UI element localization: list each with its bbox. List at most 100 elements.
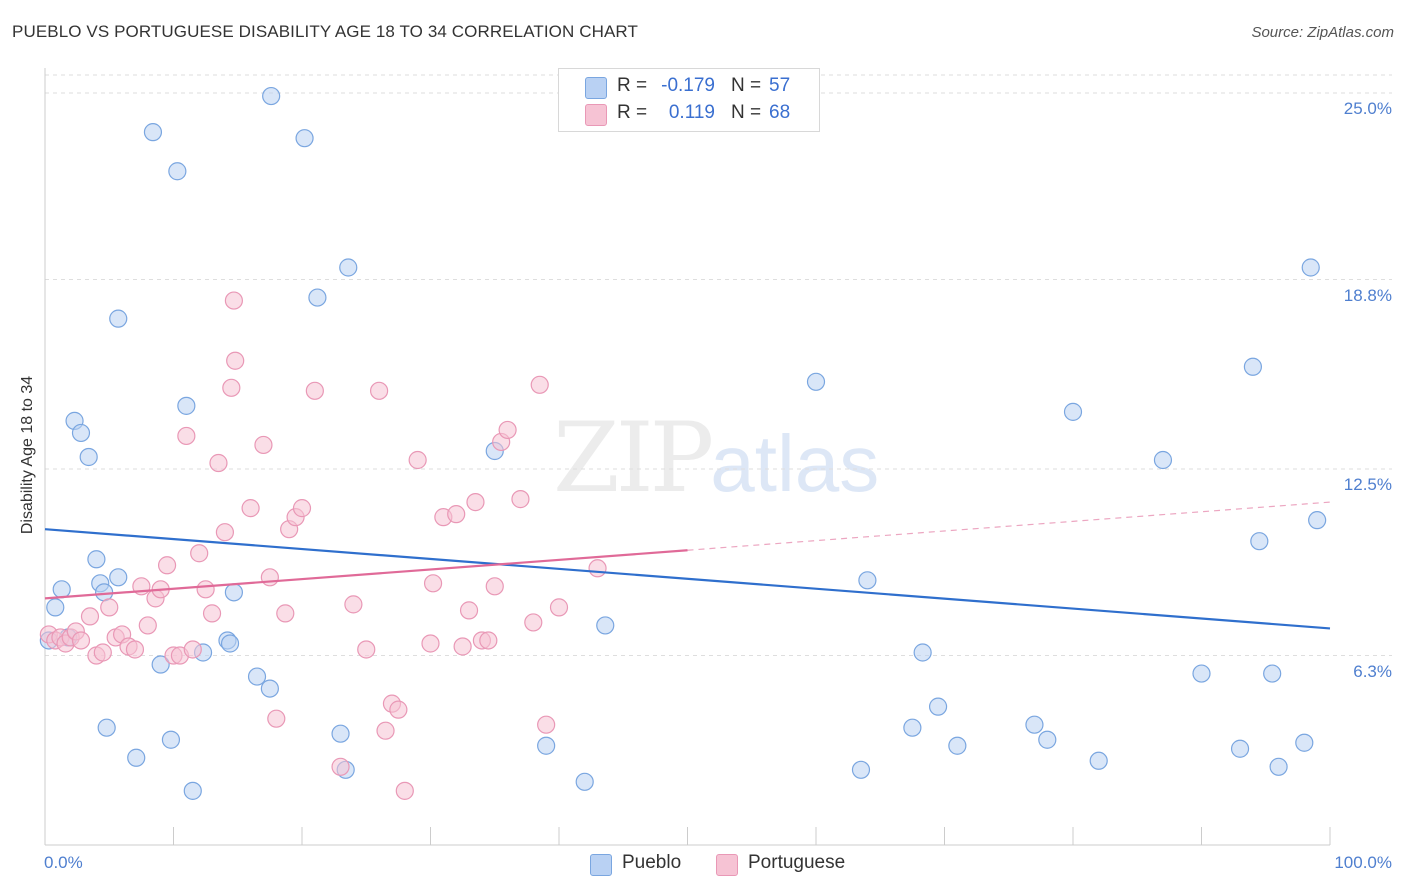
pueblo-point-52 xyxy=(1263,664,1282,683)
portuguese-point-49 xyxy=(408,450,427,470)
pueblo-point-39 xyxy=(903,718,922,737)
portuguese-point-22 xyxy=(177,426,196,446)
pueblo-point-36 xyxy=(806,372,826,391)
portuguese-point-66 xyxy=(549,598,569,617)
pueblo-point-18 xyxy=(177,396,196,415)
y-tick-label-3: 25.0% xyxy=(1343,99,1392,119)
portuguese-n-value: 68 xyxy=(769,102,791,123)
pueblo-point-51 xyxy=(1250,532,1269,551)
portuguese-point-33 xyxy=(254,435,273,455)
portuguese-point-16 xyxy=(138,616,157,635)
pueblo-trend-line xyxy=(44,528,1331,630)
portuguese-point-26 xyxy=(202,604,222,623)
portuguese-swatch xyxy=(585,104,607,126)
portuguese-point-31 xyxy=(226,351,245,370)
pueblo-point-13 xyxy=(127,748,146,767)
pueblo-n-label: N = xyxy=(731,75,762,96)
pueblo-point-56 xyxy=(1308,511,1327,530)
pueblo-point-28 xyxy=(308,288,327,307)
portuguese-r-value: 0.119 xyxy=(668,102,715,123)
bottom-portuguese-label: Portuguese xyxy=(748,852,846,873)
pueblo-point-9 xyxy=(95,583,114,602)
pueblo-point-23 xyxy=(224,583,243,602)
y-tick-label-1: 12.5% xyxy=(1343,475,1392,495)
portuguese-point-29 xyxy=(222,378,241,397)
pueblo-point-14 xyxy=(143,123,163,142)
portuguese-point-23 xyxy=(183,640,202,659)
pueblo-point-41 xyxy=(928,697,948,716)
portuguese-point-64 xyxy=(530,375,549,394)
portuguese-point-41 xyxy=(331,757,350,776)
pueblo-point-29 xyxy=(331,724,350,743)
portuguese-point-44 xyxy=(370,381,389,400)
pueblo-point-24 xyxy=(247,667,267,686)
pueblo-swatch xyxy=(585,77,607,99)
pueblo-point-37 xyxy=(851,760,871,779)
pueblo-n-value: 57 xyxy=(769,75,791,96)
bottom-pueblo-swatch xyxy=(590,854,612,876)
portuguese-point-48 xyxy=(395,781,414,800)
watermark-atlas: atlas xyxy=(710,419,880,508)
pueblo-point-19 xyxy=(183,781,202,800)
portuguese-point-28 xyxy=(215,523,234,542)
portuguese-point-14 xyxy=(125,640,145,659)
portuguese-trend-line xyxy=(44,549,688,600)
portuguese-point-19 xyxy=(157,556,177,575)
portuguese-point-34 xyxy=(260,568,279,587)
pueblo-point-40 xyxy=(913,643,932,662)
portuguese-point-40 xyxy=(305,381,324,400)
pueblo-point-6 xyxy=(79,447,98,467)
portuguese-point-42 xyxy=(344,595,363,614)
portuguese-point-61 xyxy=(498,420,517,440)
portuguese-point-54 xyxy=(453,637,472,656)
pueblo-point-7 xyxy=(87,550,106,569)
pueblo-point-17 xyxy=(168,162,187,181)
portuguese-point-25 xyxy=(196,580,215,599)
pueblo-point-5 xyxy=(71,423,91,443)
portuguese-point-6 xyxy=(71,631,91,650)
bottom-portuguese-swatch xyxy=(716,854,738,876)
pueblo-point-2 xyxy=(52,580,71,599)
pueblo-point-48 xyxy=(1192,664,1211,683)
portuguese-point-58 xyxy=(479,631,498,650)
portuguese-point-30 xyxy=(224,291,243,310)
x-tick-max: 100.0% xyxy=(1334,853,1392,872)
pueblo-r-value: -0.179 xyxy=(661,75,715,96)
pueblo-point-15 xyxy=(151,655,170,674)
portuguese-point-27 xyxy=(209,453,228,473)
pueblo-point-33 xyxy=(537,736,556,755)
portuguese-point-62 xyxy=(511,490,530,509)
pueblo-point-49 xyxy=(1230,739,1250,758)
correlation-legend: R = -0.179 N = 57 R = 0.119 N = 68 xyxy=(558,68,820,132)
pueblo-point-38 xyxy=(858,571,877,590)
pueblo-r-label: R = xyxy=(617,75,648,96)
chart-title: PUEBLO VS PORTUGUESE DISABILITY AGE 18 T… xyxy=(12,22,638,41)
pueblo-point-25 xyxy=(260,679,279,698)
source-label: Source: ZipAtlas.com xyxy=(1251,24,1394,41)
portuguese-point-59 xyxy=(485,577,504,596)
watermark: ZIPatlas xyxy=(553,402,879,514)
portuguese-trend-extension xyxy=(687,501,1331,551)
portuguese-point-51 xyxy=(423,574,443,593)
pueblo-point-55 xyxy=(1301,258,1320,277)
pueblo-point-53 xyxy=(1269,757,1288,776)
portuguese-point-56 xyxy=(466,493,485,512)
pueblo-point-22 xyxy=(220,634,240,653)
portuguese-point-50 xyxy=(421,634,440,653)
pueblo-point-45 xyxy=(1063,402,1083,421)
portuguese-point-43 xyxy=(357,640,376,659)
portuguese-point-65 xyxy=(537,715,556,734)
portuguese-r-label: R = xyxy=(617,102,648,123)
portuguese-point-67 xyxy=(588,559,607,578)
pueblo-point-46 xyxy=(1089,751,1108,770)
portuguese-point-10 xyxy=(100,598,119,617)
portuguese-point-9 xyxy=(93,643,112,662)
pueblo-point-54 xyxy=(1295,733,1314,752)
pueblo-point-44 xyxy=(1038,730,1057,749)
portuguese-point-63 xyxy=(524,613,543,632)
pueblo-point-34 xyxy=(575,772,594,791)
pueblo-point-12 xyxy=(109,568,128,587)
pueblo-point-35 xyxy=(596,616,615,635)
pueblo-point-31 xyxy=(339,258,358,277)
